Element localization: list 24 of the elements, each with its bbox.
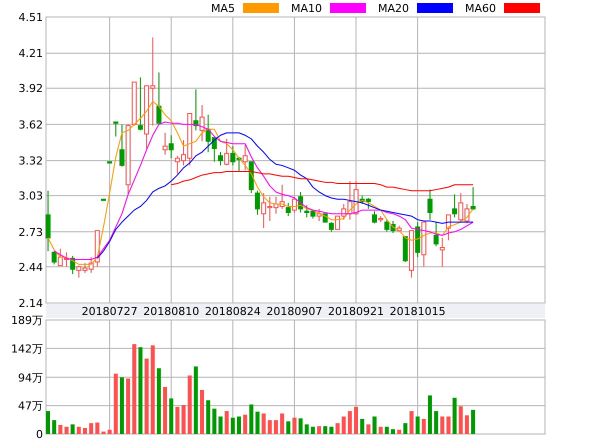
y-tick-label: 2.44 (18, 260, 43, 274)
legend-label: MA5 (210, 2, 235, 15)
y-tick-label: 47万 (18, 400, 43, 413)
legend-label: MA10 (290, 2, 322, 15)
y-tick-label: 142万 (11, 342, 43, 356)
y-tick-label: 94万 (18, 371, 43, 384)
x-tick-label: 20180810 (143, 305, 200, 318)
legend-label: MA20 (378, 2, 409, 15)
x-tick-label: 20180921 (328, 305, 384, 318)
y-tick-label: 0 (36, 428, 43, 440)
x-tick-label: 20181015 (390, 305, 446, 318)
x-tick-label: 20180907 (266, 305, 322, 318)
legend-label: MA60 (464, 2, 496, 15)
y-tick-label: 2.14 (18, 297, 43, 310)
y-tick-label: 3.32 (18, 154, 43, 168)
x-tick-label: 20180727 (82, 305, 138, 318)
y-tick-label: 3.03 (18, 190, 43, 203)
y-tick-label: 189万 (11, 314, 43, 327)
y-tick-label: 3.92 (18, 82, 43, 96)
x-tick-label: 20180824 (204, 305, 261, 318)
y-tick-label: 3.62 (18, 118, 43, 132)
y-tick-label: 4.21 (18, 47, 43, 60)
y-tick-label: 4.51 (18, 11, 43, 24)
y-tick-label: 2.73 (18, 226, 43, 239)
